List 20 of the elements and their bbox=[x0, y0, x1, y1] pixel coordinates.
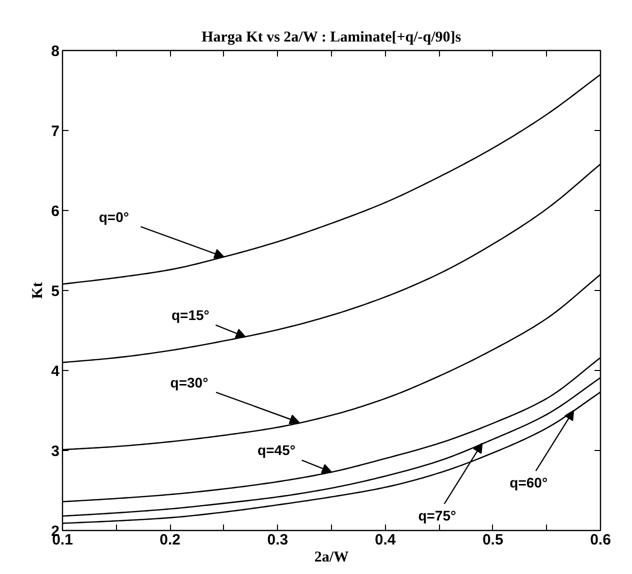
annotation: q=75° bbox=[418, 507, 456, 524]
x-tick-label: 0.2 bbox=[160, 532, 181, 548]
y-axis-title: Kt bbox=[30, 282, 46, 299]
y-tick-label: 6 bbox=[51, 203, 60, 220]
annotation: q=0° bbox=[98, 208, 129, 225]
x-tick-label: 0.3 bbox=[267, 532, 288, 548]
y-tick-label: 7 bbox=[51, 123, 60, 140]
x-tick-label: 0.5 bbox=[482, 532, 504, 548]
y-tick-label: 8 bbox=[51, 43, 60, 60]
y-tick-label: 3 bbox=[51, 443, 60, 460]
y-tick-label: 4 bbox=[51, 363, 60, 380]
annotation: q=45° bbox=[258, 442, 296, 458]
y-tick-label: 5 bbox=[51, 283, 60, 300]
chart-title: Harga Kt vs 2a/W : Laminate[+q/-q/90]s bbox=[202, 30, 462, 46]
annotation: q=15° bbox=[171, 306, 210, 323]
x-tick-label: 0.6 bbox=[590, 532, 611, 548]
x-tick-label: 0.4 bbox=[374, 532, 396, 548]
annotation: q=30° bbox=[170, 374, 208, 390]
x-axis-title: 2a/W bbox=[314, 550, 349, 566]
annotation: q=60° bbox=[510, 474, 548, 490]
